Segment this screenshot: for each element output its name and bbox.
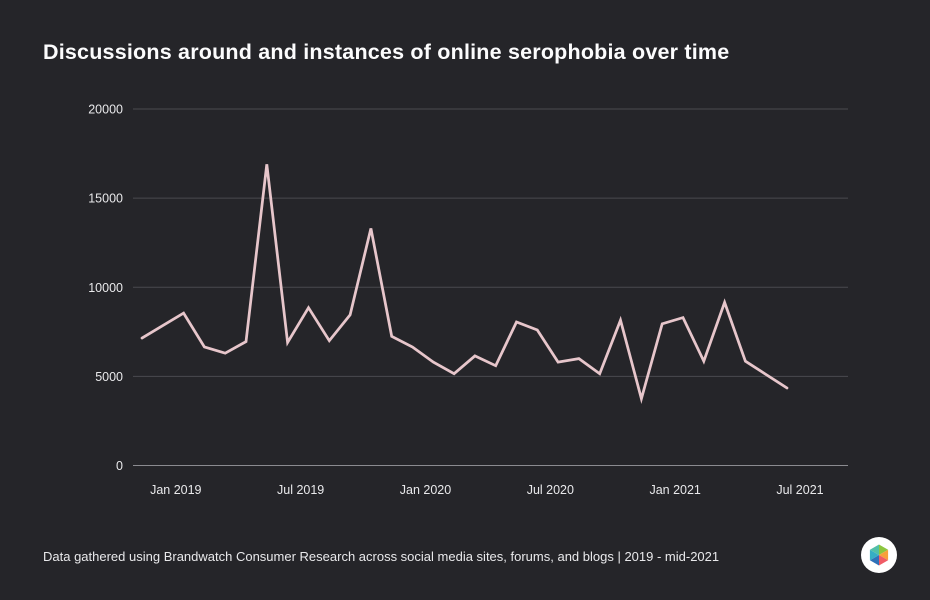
y-tick-label: 10000 bbox=[88, 281, 123, 295]
y-tick-label: 5000 bbox=[95, 370, 123, 384]
logo-hexagon-facet bbox=[879, 544, 889, 555]
y-tick-label: 20000 bbox=[88, 103, 123, 117]
x-tick-label: Jan 2019 bbox=[150, 483, 201, 497]
x-tick-label: Jul 2020 bbox=[527, 483, 574, 497]
data-source-caption: Data gathered using Brandwatch Consumer … bbox=[43, 549, 720, 564]
logo-hexagon-facet bbox=[869, 555, 879, 566]
x-tick-label: Jul 2021 bbox=[776, 483, 823, 497]
logo-hexagon-facet bbox=[869, 544, 879, 555]
x-tick-label: Jul 2019 bbox=[277, 483, 324, 497]
x-tick-label: Jan 2021 bbox=[649, 483, 700, 497]
y-tick-label: 15000 bbox=[88, 192, 123, 206]
brandwatch-logo-icon bbox=[861, 537, 897, 573]
logo-hexagon-facet bbox=[879, 549, 889, 561]
y-tick-label: 0 bbox=[116, 459, 123, 473]
data-line bbox=[140, 164, 789, 404]
logo-hexagon-facet bbox=[879, 555, 889, 566]
chart-title: Discussions around and instances of onli… bbox=[43, 40, 730, 64]
logo-hexagon-facet bbox=[869, 549, 879, 561]
x-tick-label: Jan 2020 bbox=[400, 483, 451, 497]
